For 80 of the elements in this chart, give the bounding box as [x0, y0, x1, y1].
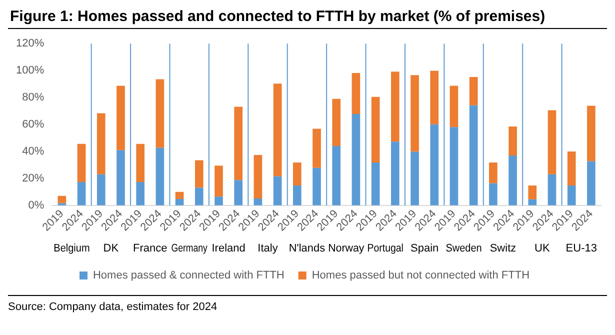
- bar: [116, 86, 125, 150]
- bar: [293, 186, 302, 206]
- bar: [430, 124, 439, 206]
- bar: [254, 154, 262, 198]
- source-note: Source: Company data, estimates for 2024: [8, 301, 218, 313]
- bar: [77, 144, 86, 182]
- bar: [175, 199, 184, 206]
- bar: [214, 196, 223, 206]
- bar: [175, 192, 184, 200]
- y-tick-label: 60%: [22, 118, 44, 131]
- text: Norway: [328, 242, 365, 255]
- bar: [567, 186, 576, 206]
- text: Portugal: [367, 243, 404, 255]
- bar: [410, 152, 419, 206]
- legend-label: Homes passed & connected with FTTH: [92, 270, 284, 282]
- bar: [352, 114, 360, 206]
- bar: [273, 176, 282, 206]
- chart-title: Figure 1: Homes passed and connected to FTTH by market (% of premises): [8, 8, 607, 29]
- bar: [371, 96, 380, 162]
- bar: [234, 106, 243, 180]
- y-tick-label: 0%: [28, 199, 44, 212]
- bar: [136, 182, 145, 206]
- bar: [273, 84, 282, 176]
- bar: [508, 126, 517, 156]
- bar: [489, 162, 498, 184]
- bar: [469, 77, 478, 106]
- bar: [332, 98, 341, 146]
- bar: [489, 183, 498, 206]
- bar: [567, 151, 576, 186]
- bar: [469, 105, 478, 206]
- text: Germany: [171, 242, 208, 255]
- bar: [96, 113, 106, 174]
- text: France: [133, 242, 168, 255]
- y-tick-label: 80%: [22, 92, 44, 104]
- bar: [194, 160, 204, 188]
- bar: [391, 72, 400, 142]
- text: Spain: [410, 242, 439, 255]
- bar: [156, 79, 164, 148]
- bar: [214, 166, 223, 197]
- text: Switz: [490, 242, 516, 255]
- text: Italy: [258, 242, 278, 255]
- bar: [254, 198, 262, 206]
- bar: [116, 150, 125, 206]
- bar: [96, 174, 106, 206]
- legend-label: Homes passed but not connected with FTTH: [312, 270, 530, 282]
- bar: [528, 199, 537, 206]
- y-tick-label: 40%: [22, 145, 44, 158]
- text: Ireland: [212, 242, 246, 255]
- bar: [391, 142, 400, 206]
- bar: [352, 72, 360, 114]
- y-tick-label: 120%: [16, 38, 44, 50]
- y-tick-label: 20%: [22, 172, 44, 184]
- bar: [136, 144, 145, 182]
- bar: [371, 162, 380, 206]
- text: Belgium: [54, 242, 90, 255]
- text: Sweden: [446, 242, 482, 255]
- bar: [450, 86, 458, 128]
- y-tick-label: 100%: [16, 64, 44, 77]
- bar: [587, 106, 596, 162]
- bar: [410, 75, 419, 152]
- text: N'lands: [288, 242, 326, 255]
- bar: [508, 155, 517, 206]
- bar: [194, 188, 204, 206]
- bar: [234, 180, 243, 206]
- bar: [548, 174, 556, 206]
- text: UK: [534, 242, 550, 255]
- bar: [332, 146, 341, 206]
- text: DK: [103, 242, 120, 255]
- bar: [293, 162, 302, 186]
- text: EU-13: [566, 242, 597, 255]
- bar: [77, 182, 86, 206]
- bar: [312, 168, 321, 206]
- bar: [156, 148, 164, 206]
- bar: [548, 110, 556, 174]
- bar: [450, 127, 458, 206]
- bar: [587, 161, 596, 206]
- bar: [430, 70, 439, 124]
- bar: [58, 196, 66, 204]
- bar: [312, 128, 321, 168]
- bar: [528, 186, 537, 200]
